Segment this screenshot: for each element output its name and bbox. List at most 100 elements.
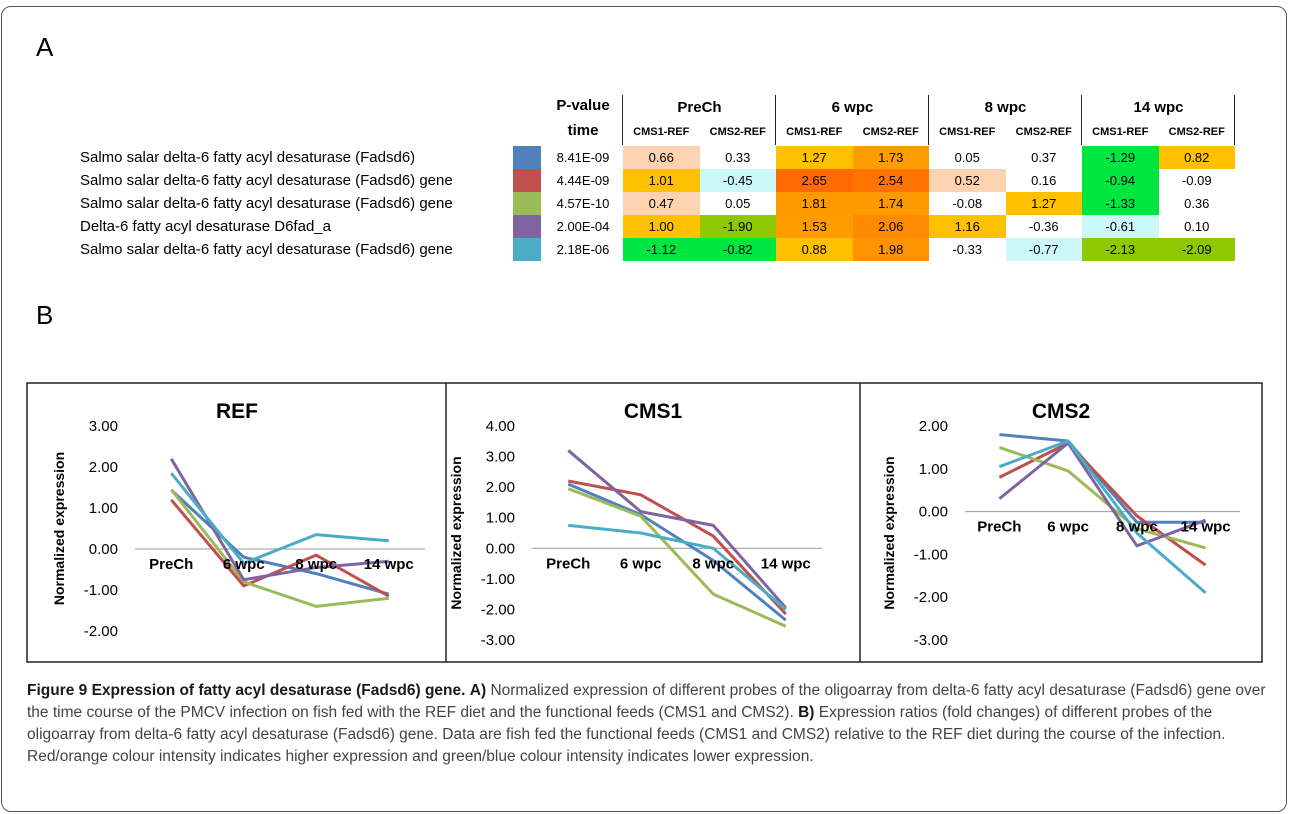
heatmap-cell: 0.33: [699, 146, 776, 169]
y-tick-label: -2.00: [84, 623, 118, 640]
heatmap-cell: 1.53: [776, 215, 853, 238]
caption-label: A): [469, 682, 487, 699]
x-tick-label: 8 wpc: [295, 556, 337, 573]
heatmap-cell: -0.61: [1082, 215, 1159, 238]
group-header: 6 wpc: [831, 99, 874, 116]
y-axis-label: Normalized expression: [448, 456, 464, 609]
caption: Figure 9 Expression of fatty acyl desatu…: [27, 680, 1272, 768]
heatmap-cell: -0.08: [929, 192, 1006, 215]
y-tick-label: -1.00: [481, 571, 515, 588]
p-value-header: P-value: [556, 97, 610, 114]
heatmap-cell: 0.05: [929, 146, 1006, 169]
y-tick-label: -3.00: [481, 632, 515, 649]
x-tick-label: 6 wpc: [1047, 519, 1089, 536]
caption-text: Expression ratios (fold changes) of diff…: [27, 704, 1226, 765]
heatmap-cell: -1.29: [1082, 146, 1159, 169]
heatmap-cell: -0.77: [1005, 238, 1082, 261]
x-tick-label: 14 wpc: [1181, 519, 1231, 536]
heatmap-cell: 2.65: [776, 169, 853, 192]
sub-header: CMS1-REF: [786, 126, 843, 138]
heatmap-cell: 1.00: [623, 215, 700, 238]
heatmap-cell: 0.37: [1005, 146, 1082, 169]
series-line: [170, 472, 389, 565]
row-swatch: [513, 215, 541, 238]
y-tick-label: 3.00: [89, 418, 118, 435]
row-label: Delta-6 fatty acyl desaturase D6fad_a: [80, 218, 331, 235]
y-tick-label: -1.00: [84, 582, 118, 599]
sub-header: CMS2-REF: [1168, 126, 1225, 138]
y-axis-label: Normalized expression: [51, 452, 67, 605]
caption-label: B): [798, 704, 815, 721]
heatmap-cell: -1.12: [623, 238, 700, 261]
series-line: [170, 498, 390, 598]
p-value: 8.41E-09: [556, 150, 610, 165]
row-swatch: [513, 169, 541, 192]
row-swatch: [513, 238, 541, 261]
heatmap-cell: 0.66: [623, 146, 700, 169]
series-line: [567, 487, 787, 628]
y-tick-label: -3.00: [914, 632, 948, 649]
series-line: [998, 441, 1207, 567]
sub-header: CMS2-REF: [709, 126, 766, 138]
header-divider: [1234, 95, 1235, 145]
heatmap-cell: 0.36: [1158, 192, 1235, 215]
y-tick-label: 0.00: [919, 504, 948, 521]
heatmap-cell: 0.88: [776, 238, 853, 261]
row-label: Salmo salar delta-6 fatty acyl desaturas…: [80, 241, 453, 258]
heatmap-cell: 2.06: [852, 215, 929, 238]
caption-title: Figure 9 Expression of fatty acyl desatu…: [27, 682, 466, 699]
p-value: 4.44E-09: [556, 173, 610, 188]
series-line: [998, 441, 1207, 548]
sub-header: CMS1-REF: [1092, 126, 1149, 138]
heatmap-cell: 1.27: [776, 146, 853, 169]
series-line: [998, 439, 1207, 595]
heatmap-cell: -0.09: [1158, 169, 1235, 192]
row-label: Salmo salar delta-6 fatty acyl desaturas…: [80, 195, 453, 212]
sub-header: CMS1-REF: [939, 126, 996, 138]
x-tick-label: 8 wpc: [692, 555, 734, 572]
p-value: 2.18E-06: [556, 242, 610, 257]
charts-border: [26, 382, 1263, 663]
chart-title: CMS2: [1032, 400, 1090, 423]
header-divider: [775, 95, 776, 145]
x-tick-label: 8 wpc: [1116, 519, 1158, 536]
heatmap-cell: -1.33: [1082, 192, 1159, 215]
chart-title: CMS1: [624, 400, 683, 423]
series-line: [170, 488, 389, 608]
header-divider: [1081, 95, 1082, 145]
y-tick-label: -2.00: [914, 589, 948, 606]
heatmap-cell: -1.90: [699, 215, 776, 238]
x-tick-label: 6 wpc: [620, 555, 662, 572]
row-label: Salmo salar delta-6 fatty acyl desaturas…: [80, 149, 416, 166]
x-tick-label: PreCh: [977, 519, 1021, 536]
charts: REF Normalized expression -2.00 -1.00 0.00 1.…: [26, 382, 1263, 663]
y-tick-label: 1.00: [486, 510, 515, 527]
heatmap-cell: 1.74: [852, 192, 929, 215]
heatmap-cell: 2.54: [852, 169, 929, 192]
y-tick-label: 1.00: [919, 461, 948, 478]
p-value: 2.00E-04: [556, 219, 610, 234]
chart-title: REF: [216, 400, 258, 423]
panel-label: A: [36, 32, 54, 62]
x-tick-label: 14 wpc: [761, 555, 811, 572]
heatmap-cell: 0.10: [1158, 215, 1235, 238]
heatmap-cell: 0.52: [929, 169, 1006, 192]
y-tick-label: 4.00: [486, 418, 515, 435]
y-tick-label: -1.00: [914, 546, 948, 563]
caption-text: Normalized expression of different probe…: [27, 682, 1266, 721]
heatmap-table: P-value time PreCh 6 wpc 8 wpc 14 wpc CMS1-REF…: [0, 0, 1290, 270]
heatmap-cell: 1.27: [1005, 192, 1082, 215]
p-value: 4.57E-10: [556, 196, 610, 211]
heatmap-cell: 0.05: [699, 192, 776, 215]
y-tick-label: 0.00: [486, 540, 515, 557]
sub-header: CMS1-REF: [633, 126, 690, 138]
y-tick-label: 0.00: [89, 541, 118, 558]
panel-label: B: [36, 300, 54, 330]
heatmap-cell: 0.82: [1158, 146, 1235, 169]
y-tick-label: 2.00: [89, 459, 118, 476]
row-swatch: [513, 146, 541, 169]
series-line: [567, 449, 787, 609]
y-axis-label: Normalized expression: [881, 456, 897, 609]
x-tick-label: PreCh: [149, 556, 193, 573]
